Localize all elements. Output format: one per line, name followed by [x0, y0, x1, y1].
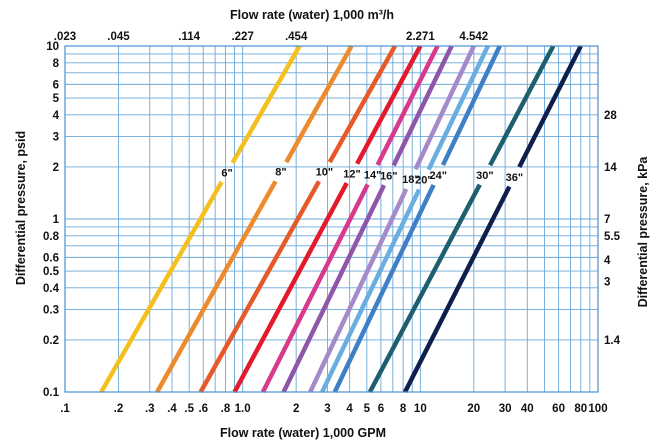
- right-tick-label: 7: [604, 214, 610, 226]
- series-line: [367, 183, 482, 394]
- top-tick-label: 2.271: [406, 31, 435, 43]
- series-line: [375, 44, 440, 166]
- series-line: [355, 44, 423, 165]
- y-tick-label: 0.6: [43, 252, 59, 264]
- y-axis-title-left: Differential pressure, psid: [14, 131, 28, 285]
- series-label: 30": [476, 170, 493, 182]
- series-label: 10": [316, 167, 333, 179]
- x-axis-title: Flow rate (water) 1,000 GPM: [220, 426, 386, 440]
- x-tick-label: 5: [364, 403, 371, 415]
- series-label: 16": [380, 170, 397, 182]
- y-tick-label: 0.2: [43, 335, 59, 347]
- x-tick-label: 1.0: [235, 403, 251, 415]
- x-tick-label: .1: [60, 403, 70, 415]
- series-line: [413, 45, 476, 171]
- series-label: 20": [415, 175, 432, 187]
- x-tick-label: 8: [400, 403, 407, 415]
- top-tick-label: .227: [231, 31, 253, 43]
- series-line: [232, 181, 349, 394]
- y-axis-title-right: Differential pressure, kPa: [636, 156, 650, 308]
- chart-grid: [64, 45, 599, 393]
- right-tick-label: 1.4: [604, 335, 621, 347]
- y-tick-label: 0.1: [43, 387, 60, 399]
- series-line: [403, 185, 512, 394]
- x-tick-label: 20: [467, 403, 480, 415]
- series-line: [260, 183, 370, 394]
- top-axis-title: Flow rate (water) 1,000 m³/h: [230, 8, 394, 22]
- series-line: [155, 180, 278, 394]
- series-line: [230, 44, 302, 165]
- top-tick-label: .114: [178, 31, 200, 43]
- right-tick-label: 14: [604, 162, 617, 174]
- series-line: [332, 183, 436, 393]
- y-tick-label: 2: [53, 162, 59, 174]
- right-tick-label: 5.5: [604, 231, 621, 243]
- top-tick-label: .023: [54, 31, 76, 43]
- top-tick-label: .454: [285, 31, 308, 43]
- series-label: 24": [430, 170, 447, 182]
- y-tick-label: 8: [53, 58, 60, 70]
- x-tick-label: .4: [167, 403, 177, 415]
- series-label: 36": [506, 172, 523, 184]
- x-tick-label: 4: [346, 403, 353, 415]
- series-line: [517, 44, 583, 169]
- y-tick-label: 4: [53, 110, 60, 122]
- x-tick-label: 80: [574, 403, 587, 415]
- top-tick-label: .045: [107, 31, 130, 43]
- series-line: [284, 44, 354, 164]
- x-tick-label: 10: [414, 403, 427, 415]
- x-tick-label: .5: [184, 403, 194, 415]
- series-line: [391, 45, 454, 167]
- plot-frame: [64, 45, 599, 393]
- x-tick-label: .3: [145, 403, 155, 415]
- x-tick-label: 2: [293, 403, 299, 415]
- y-tick-label: 0.3: [43, 304, 59, 316]
- series-line: [327, 44, 397, 164]
- y-tick-label: 5: [53, 93, 60, 105]
- x-tick-label: 6: [378, 403, 384, 415]
- y-tick-label: 3: [53, 131, 59, 143]
- series-label: 8": [275, 167, 286, 179]
- x-tick-label: 40: [521, 403, 534, 415]
- chart-series: 6" 8" 10" 12" 14"16" 18"20"24" 30" 36": [99, 44, 583, 394]
- y-tick-label: 1: [53, 214, 60, 226]
- series-line: [99, 180, 224, 394]
- x-tick-label: 100: [588, 403, 607, 415]
- chart-ticks: .1.2.3.4.5.6.8 1.0 2 3 4 5 6 8 10 20 30 40 60 80 100.0…: [43, 31, 621, 415]
- x-tick-label: .8: [221, 403, 231, 415]
- x-tick-label: 30: [499, 403, 512, 415]
- x-tick-label: .2: [114, 403, 124, 415]
- series-line: [440, 45, 502, 167]
- y-tick-label: 0.4: [43, 283, 60, 295]
- series-label: 14": [364, 170, 381, 182]
- series-line: [320, 188, 422, 393]
- right-tick-label: 3: [604, 277, 610, 289]
- x-tick-label: 3: [324, 403, 330, 415]
- x-tick-label: 60: [552, 403, 565, 415]
- series-label: 12": [343, 168, 360, 180]
- right-tick-label: 4: [604, 255, 611, 267]
- top-tick-label: 4.542: [459, 31, 488, 43]
- series-line: [488, 44, 556, 167]
- y-tick-label: 0.8: [43, 231, 60, 243]
- series-label: 18": [402, 174, 419, 186]
- y-tick-label: 10: [46, 41, 59, 53]
- y-tick-label: 0.5: [43, 266, 60, 278]
- series-label: 6": [221, 167, 232, 179]
- series-line: [426, 45, 490, 171]
- series-line: [308, 188, 409, 393]
- series-line: [281, 184, 387, 393]
- right-tick-label: 28: [604, 110, 617, 122]
- y-tick-label: 6: [53, 79, 59, 91]
- series-line: [198, 180, 321, 394]
- x-tick-label: .6: [198, 403, 208, 415]
